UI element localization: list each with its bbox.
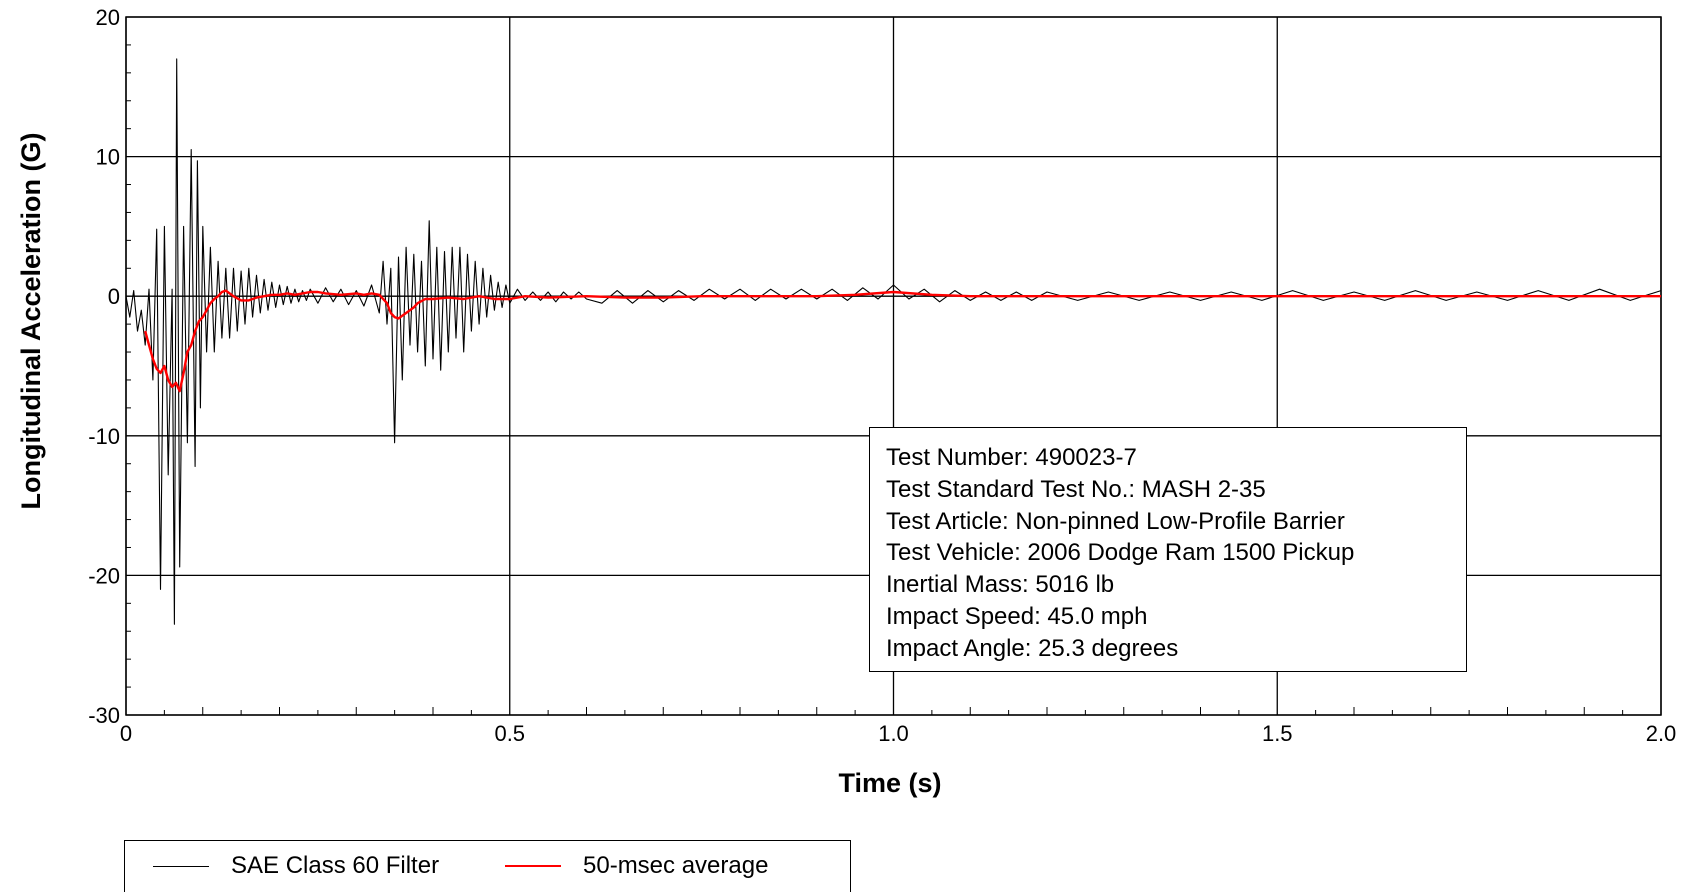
legend-item-50msec-average: 50-msec average bbox=[505, 852, 769, 879]
legend-swatch-black bbox=[153, 865, 209, 867]
legend-item-sae-filter: SAE Class 60 Filter bbox=[153, 852, 440, 879]
info-line-test-vehicle: Test Vehicle: 2006 Dodge Ram 1500 Pickup bbox=[886, 539, 1355, 567]
info-line-test-number: Test Number: 490023-7 bbox=[886, 444, 1137, 471]
legend: SAE Class 60 Filter 50-msec average bbox=[124, 840, 851, 892]
x-tick-label: 0.5 bbox=[494, 721, 525, 746]
y-tick-label: 20 bbox=[96, 5, 120, 30]
legend-swatch-red bbox=[505, 865, 561, 867]
series-layer bbox=[125, 58, 1662, 625]
y-tick-label: -30 bbox=[88, 703, 120, 728]
plot-frame bbox=[125, 16, 1662, 716]
legend-label: 50-msec average bbox=[583, 852, 769, 879]
x-tick-label: 1.0 bbox=[878, 721, 909, 746]
y-tick-label: -20 bbox=[88, 563, 120, 588]
x-tick-label: 0 bbox=[120, 721, 132, 746]
y-tick-label: -10 bbox=[88, 424, 120, 449]
info-line-test-standard: Test Standard Test No.: MASH 2-35 bbox=[886, 475, 1266, 503]
legend-label: SAE Class 60 Filter bbox=[231, 852, 440, 879]
info-line-test-article: Test Article: Non-pinned Low-Profile Bar… bbox=[886, 507, 1345, 535]
info-line-impact-speed: Impact Speed: 45.0 mph bbox=[886, 602, 1148, 630]
test-info-box: Test Number: 490023-7 Test Standard Test… bbox=[869, 427, 1467, 672]
x-axis-title: Time (s) bbox=[838, 768, 941, 798]
y-axis-title: Longitudinal Acceleration (G) bbox=[16, 132, 46, 509]
info-line-inertial-mass: Inertial Mass: 5016 lb bbox=[886, 571, 1115, 599]
info-line-impact-angle: Impact Angle: 25.3 degrees bbox=[886, 634, 1179, 662]
x-tick-label: 1.5 bbox=[1262, 721, 1293, 746]
tick-labels: 0 0.5 1.0 1.5 2.0 20 10 0 -10 -20 -30 bbox=[88, 5, 1676, 746]
y-tick-label: 0 bbox=[108, 284, 120, 309]
minor-ticks bbox=[126, 44, 1624, 715]
series-line-50msec-average bbox=[144, 289, 1661, 393]
y-tick-label: 10 bbox=[96, 145, 120, 170]
x-tick-label: 2.0 bbox=[1646, 721, 1677, 746]
